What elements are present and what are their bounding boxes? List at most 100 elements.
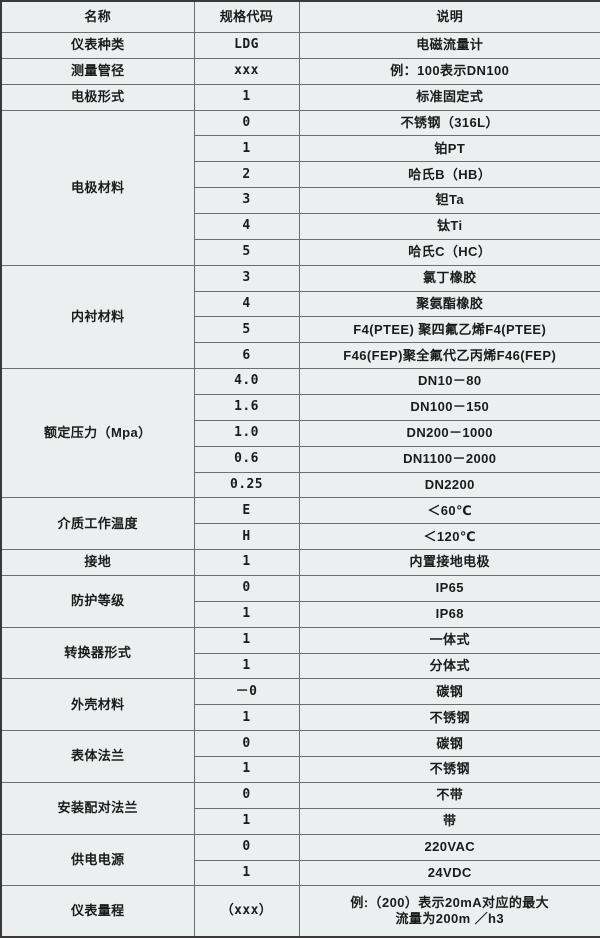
- description-cell: DN2200: [298, 471, 600, 499]
- table-row: 5 F4(PTEE) 聚四氟乙烯F4(PTEE): [1, 316, 600, 344]
- description-cell: ＜60℃: [298, 497, 600, 525]
- description-cell: DN1100－2000: [298, 445, 600, 473]
- row-name-cell: 安装配对法兰: [0, 781, 195, 835]
- table-row: 供电电源 0 220VAC: [0, 833, 600, 887]
- row-name-cell: 介质工作温度: [0, 497, 195, 551]
- table-row: 额定压力（Mpa） 4.0 DN10－80: [0, 368, 600, 499]
- spec-code-cell: 1: [193, 549, 300, 577]
- description-cell: 电磁流量计: [298, 32, 600, 59]
- description-cell: 钛Ti: [298, 213, 600, 240]
- description-cell: 碳钢: [298, 678, 600, 706]
- description-cell: IP65: [298, 575, 600, 602]
- description-cell: DN200－1000: [298, 419, 600, 447]
- column-header-name: 名称: [0, 0, 195, 33]
- spec-code-cell: 4: [193, 213, 300, 240]
- description-cell: F4(PTEE) 聚四氟乙烯F4(PTEE): [298, 316, 600, 344]
- description-cell: 碳钢: [298, 730, 600, 758]
- description-cell: DN100－150: [298, 394, 600, 421]
- description-cell: 例:（200）表示20mA对应的最大 流量为200m ／h3: [298, 885, 600, 938]
- description-line: 例:（200）表示20mA对应的最大: [350, 894, 550, 910]
- spec-code-cell: 1: [193, 600, 300, 628]
- spec-code-cell: 6: [193, 342, 300, 370]
- description-cell: 例：100表示DN100: [298, 57, 600, 85]
- spec-code-cell: 1: [193, 704, 300, 732]
- table-row: 2 哈氏B（HB）: [1, 161, 600, 189]
- description-cell: ＜120℃: [298, 523, 600, 551]
- table-row: 6 F46(FEP)聚全氟代乙丙烯F46(FEP): [1, 342, 600, 370]
- description-cell: 不锈钢（316L）: [298, 109, 600, 137]
- row-name-cell: 电极材料: [0, 109, 195, 266]
- table-row: 5 哈氏C（HC）: [1, 238, 600, 266]
- spec-code-cell: 1: [193, 652, 300, 680]
- table-row: 3 钽Ta: [1, 187, 600, 215]
- row-name-cell: 防护等级: [0, 575, 195, 628]
- table-row: 1 分体式: [1, 652, 600, 680]
- description-cell: 一体式: [298, 626, 600, 654]
- table-row: 0.25 DN2200: [1, 471, 600, 499]
- spec-code-cell: －0: [193, 678, 300, 706]
- row-name-cell: 接地: [0, 549, 195, 577]
- spec-code-cell: xxx: [193, 57, 300, 85]
- spec-code-cell: 1: [193, 807, 300, 835]
- table-row: 1.6 DN100－150: [1, 394, 600, 421]
- spec-code-cell: （xxx）: [193, 885, 300, 938]
- header-row: 名称 规格代码 说明: [0, 0, 600, 33]
- description-cell: 标准固定式: [298, 83, 600, 111]
- table-row: 防护等级 0 IP65: [0, 575, 600, 628]
- spec-code-cell: 5: [193, 316, 300, 344]
- table-body: 仪表种类 LDG 电磁流量计 测量管径 xxx 例：100表示DN100 电极形式 1 标准固定…: [0, 32, 600, 938]
- table-row: 介质工作温度 E ＜60℃: [0, 497, 600, 551]
- row-name-cell: 内衬材料: [0, 264, 195, 370]
- table-row: 4 聚氨酯橡胶: [1, 290, 600, 318]
- spec-code-cell: 1: [193, 626, 300, 654]
- spec-code-cell: 3: [193, 264, 300, 292]
- table-row: 1 IP68: [1, 600, 600, 628]
- spec-code-cell: 0.25: [193, 471, 300, 499]
- spec-code-cell: 0: [193, 833, 300, 861]
- spec-code-cell: 4: [193, 290, 300, 318]
- spec-code-cell: H: [193, 523, 300, 551]
- row-name-cell: 转换器形式: [0, 626, 195, 680]
- description-cell: 钽Ta: [298, 187, 600, 215]
- description-cell: 24VDC: [298, 859, 600, 887]
- table-row: 测量管径 xxx 例：100表示DN100: [0, 57, 600, 85]
- row-name-cell: 额定压力（Mpa）: [0, 368, 195, 499]
- table-row: 转换器形式 1 一体式: [0, 626, 600, 680]
- spec-code-cell: E: [193, 497, 300, 525]
- spec-code-cell: 1.0: [193, 419, 300, 447]
- description-cell: 内置接地电极: [298, 549, 600, 577]
- description-cell: DN10－80: [298, 368, 600, 396]
- table-row: 电极材料 0 不锈钢（316L）: [0, 109, 600, 266]
- table-row: 0.6 DN1100－2000: [1, 445, 600, 473]
- spec-code-cell: 0.6: [193, 445, 300, 473]
- spec-code-cell: 2: [193, 161, 300, 189]
- spec-code-cell: 1.6: [193, 394, 300, 421]
- spec-code-cell: 4.0: [193, 368, 300, 396]
- spec-code-cell: 1: [193, 756, 300, 783]
- description-cell: 分体式: [298, 652, 600, 680]
- description-line: 流量为200m ／h3: [395, 911, 504, 927]
- column-header-description: 说明: [298, 0, 600, 33]
- row-name-cell: 仪表种类: [0, 32, 195, 59]
- spec-code-cell: 1: [193, 859, 300, 887]
- row-name-cell: 外壳材料: [0, 678, 195, 732]
- description-cell: 不锈钢: [298, 704, 600, 732]
- row-name-cell: 电极形式: [0, 83, 195, 111]
- description-cell: 铂PT: [298, 135, 600, 163]
- table-row: H ＜120℃: [1, 523, 600, 551]
- table-row: 仪表种类 LDG 电磁流量计: [0, 32, 600, 59]
- row-name-cell: 供电电源: [0, 833, 195, 887]
- description-cell: 不带: [298, 781, 600, 809]
- spec-code-cell: 0: [193, 109, 300, 137]
- row-name-cell: 表体法兰: [0, 730, 195, 783]
- description-cell: 带: [298, 807, 600, 835]
- spec-code-cell: 1: [193, 135, 300, 163]
- table-row: 电极形式 1 标准固定式: [0, 83, 600, 111]
- spec-code-cell: 3: [193, 187, 300, 215]
- spec-code-cell: LDG: [193, 32, 300, 59]
- table-header: 名称 规格代码 说明: [0, 0, 600, 33]
- description-cell: 哈氏C（HC）: [298, 238, 600, 266]
- spec-code-cell: 1: [193, 83, 300, 111]
- spec-code-cell: 0: [193, 730, 300, 758]
